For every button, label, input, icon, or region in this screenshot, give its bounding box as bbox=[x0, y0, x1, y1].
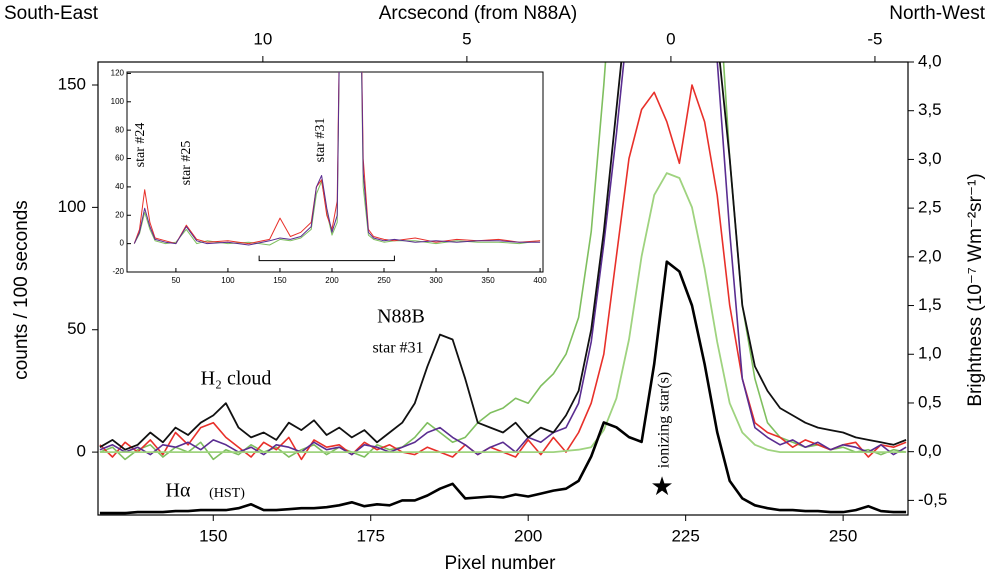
plot-lines bbox=[99, 62, 907, 515]
x-tick-label: 200 bbox=[514, 526, 542, 545]
x-tick-label: 250 bbox=[829, 526, 857, 545]
y-tick-label: 150 bbox=[58, 74, 86, 93]
corner-label: South-East bbox=[4, 3, 99, 24]
y2-tick-label: 1,5 bbox=[918, 295, 942, 314]
x-tick-label: 225 bbox=[671, 526, 699, 545]
data-line bbox=[99, 172, 907, 453]
annotation: star #31 bbox=[372, 340, 423, 357]
y2-axis-label: Brightness (10⁻⁷ Wm⁻²sr⁻¹) bbox=[965, 173, 986, 406]
data-line bbox=[99, 62, 907, 451]
y2-tick-label: 4,0 bbox=[918, 51, 942, 70]
y2-tick-label: 0,5 bbox=[918, 392, 942, 411]
x2-tick-label: 5 bbox=[462, 29, 471, 48]
annotation: (HST) bbox=[209, 486, 245, 501]
inset-x-tick-label: 300 bbox=[429, 276, 443, 285]
x2-axis-label: Arcsecond (from N88A) bbox=[379, 3, 578, 24]
y2-tick-label: 2,5 bbox=[918, 198, 942, 217]
inset-x-tick-label: 350 bbox=[481, 276, 495, 285]
inset-y-tick-label: 120 bbox=[111, 69, 125, 78]
annotation: ionizing star(s) bbox=[656, 372, 673, 468]
range-bracket bbox=[258, 255, 395, 262]
inset-annotation: star #31 bbox=[313, 118, 328, 163]
data-line bbox=[133, 72, 541, 246]
inset-x-tick-label: 150 bbox=[273, 276, 287, 285]
inset-x-tick-label: 50 bbox=[171, 276, 180, 285]
inset-lines bbox=[133, 72, 541, 246]
inset-x-tick-label: 200 bbox=[325, 276, 339, 285]
y-axis-label: counts / 100 seconds bbox=[11, 200, 32, 380]
inset-x-tick-label: 400 bbox=[533, 276, 547, 285]
y2-tick-label: 0,0 bbox=[918, 441, 942, 460]
annotation: Hα bbox=[166, 480, 191, 502]
inset-y-tick-label: 60 bbox=[115, 154, 124, 163]
inset-y-tick-label: -20 bbox=[112, 267, 124, 276]
plot-frame bbox=[97, 61, 909, 516]
x-tick-label: 150 bbox=[199, 526, 227, 545]
inset-y-tick-label: 80 bbox=[115, 125, 124, 134]
x-tick-label: 175 bbox=[357, 526, 385, 545]
y2-tick-label: -0,5 bbox=[918, 490, 947, 509]
inset-annotation: star #25 bbox=[179, 141, 194, 186]
y2-tick-label: 2,0 bbox=[918, 246, 942, 265]
x2-tick-label: 10 bbox=[253, 29, 272, 48]
star-symbol: ★ bbox=[650, 471, 673, 501]
inset-y-tick-label: 20 bbox=[115, 210, 124, 219]
inset-y-tick-label: 0 bbox=[120, 239, 125, 248]
x2-tick-label: 0 bbox=[666, 29, 675, 48]
inset-annotation: star #24 bbox=[133, 123, 148, 168]
y-tick-label: 100 bbox=[58, 197, 86, 216]
y2-tick-label: 3,5 bbox=[918, 100, 942, 119]
inset-x-tick-label: 250 bbox=[377, 276, 391, 285]
y2-tick-label: 1,0 bbox=[918, 344, 942, 363]
data-line bbox=[99, 62, 907, 456]
inset-x-tick-label: 100 bbox=[221, 276, 235, 285]
inset-y-tick-label: 40 bbox=[115, 182, 124, 191]
y-tick-label: 50 bbox=[67, 319, 86, 338]
x-axis-label: Pixel number bbox=[445, 553, 557, 574]
x2-tick-label: -5 bbox=[867, 29, 882, 48]
y-tick-label: 0 bbox=[77, 442, 86, 461]
corner-label: North-West bbox=[889, 3, 985, 24]
y2-tick-label: 3,0 bbox=[918, 149, 942, 168]
data-line bbox=[99, 260, 907, 515]
annotation: N88B bbox=[377, 306, 425, 328]
inset-y-tick-label: 100 bbox=[111, 97, 125, 106]
annotation: H₂ cloud bbox=[201, 368, 272, 390]
